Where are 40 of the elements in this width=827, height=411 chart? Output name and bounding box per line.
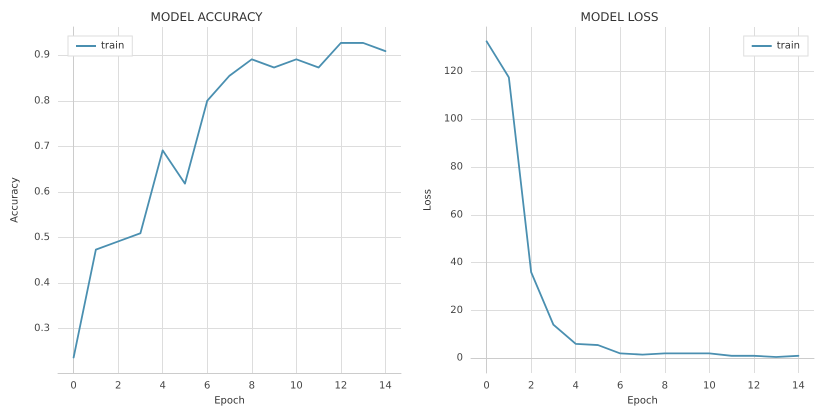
- y-tick-label: 20: [450, 304, 463, 316]
- x-tick-label: 10: [290, 380, 303, 392]
- x-tick-label: 6: [204, 380, 210, 392]
- x-tick-label: 8: [248, 380, 255, 392]
- y-tick-label: 100: [444, 114, 463, 125]
- line-series: [486, 40, 800, 358]
- y-tick-label: 0.9: [34, 50, 50, 61]
- x-tick-label: 0: [70, 380, 77, 392]
- x-tick-label: 14: [792, 380, 805, 392]
- x-tick-label: 4: [159, 380, 166, 392]
- y-tick-label: 0.3: [34, 322, 50, 334]
- y-tick-label: 0.4: [34, 277, 50, 288]
- legend-label: train: [101, 40, 124, 52]
- x-axis-title: Epoch: [627, 395, 658, 406]
- chart-title: MODEL LOSS: [580, 10, 659, 24]
- x-axis-title: Epoch: [214, 395, 245, 406]
- y-axis-title: Loss: [422, 189, 434, 211]
- y-tick-label: 0.8: [34, 95, 50, 106]
- y-tick-label: 0: [456, 352, 463, 364]
- y-tick-label: 40: [450, 257, 463, 268]
- x-tick-label: 0: [483, 380, 490, 392]
- x-tick-label: 6: [617, 380, 624, 392]
- line-series: [72, 42, 386, 358]
- x-tick-label: 8: [662, 380, 668, 392]
- x-tick-label: 2: [114, 380, 122, 392]
- y-tick-label: 120: [444, 66, 463, 77]
- x-tick-label: 12: [334, 380, 348, 392]
- y-tick-label: 0.5: [34, 232, 50, 243]
- y-tick-label: 0.7: [34, 140, 50, 152]
- x-tick-label: 4: [572, 380, 579, 392]
- y-tick-label: 60: [450, 209, 463, 220]
- y-tick-label: 80: [450, 162, 463, 173]
- legend-label: train: [776, 40, 800, 52]
- x-tick-label: 2: [528, 380, 534, 392]
- chart-title: MODEL ACCURACY: [150, 10, 264, 24]
- y-tick-label: 0.6: [34, 186, 50, 198]
- y-axis-title: Accuracy: [10, 177, 20, 223]
- x-tick-label: 14: [379, 380, 392, 392]
- x-tick-label: 12: [747, 380, 760, 392]
- x-tick-label: 10: [702, 380, 716, 392]
